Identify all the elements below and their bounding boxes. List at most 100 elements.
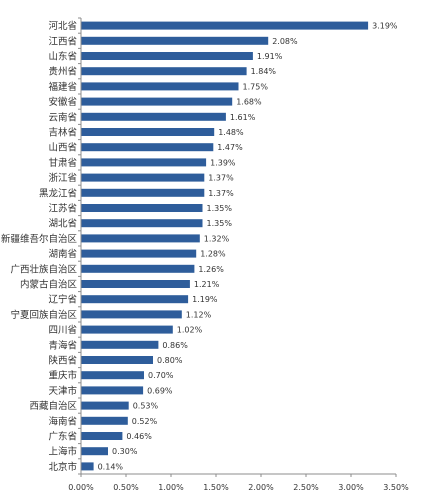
category-label: 贵州省	[48, 66, 77, 78]
value-label: 1.37%	[208, 174, 234, 183]
value-label: 0.80%	[157, 356, 183, 365]
value-label: 1.35%	[207, 204, 233, 213]
value-label: 1.12%	[186, 310, 212, 319]
category-labels-layer: 河北省江西省山东省贵州省福建省安徽省云南省吉林省山西省甘肃省浙江省黑龙江省江苏省…	[1, 20, 78, 473]
bar	[81, 219, 203, 228]
value-label: 1.68%	[236, 98, 262, 107]
value-label: 1.48%	[218, 128, 244, 137]
category-label: 河北省	[48, 20, 77, 32]
category-label: 海南省	[48, 415, 77, 427]
bar	[81, 386, 144, 395]
value-label: 0.53%	[133, 402, 159, 411]
category-label: 重庆市	[48, 370, 77, 382]
bar	[81, 280, 190, 288]
bar	[81, 432, 123, 440]
value-label: 2.08%	[272, 37, 298, 46]
value-label: 1.75%	[243, 82, 269, 91]
bar	[81, 158, 207, 167]
category-label: 上海市	[48, 446, 77, 458]
x-tick-label: 3.00%	[338, 483, 364, 492]
category-label: 江西省	[48, 35, 77, 47]
value-label: 0.46%	[126, 432, 152, 441]
value-label: 1.91%	[257, 52, 283, 61]
category-label: 广西壮族自治区	[10, 263, 77, 275]
category-label: 新疆维吾尔自治区	[1, 233, 78, 245]
category-label: 山西省	[48, 142, 77, 154]
bar	[81, 36, 269, 45]
category-label: 西藏自治区	[29, 400, 77, 412]
category-label: 安徽省	[48, 96, 77, 108]
bar	[81, 97, 233, 106]
value-label: 1.26%	[198, 265, 224, 274]
bar	[81, 264, 195, 273]
category-label: 湖南省	[48, 248, 77, 260]
category-label: 北京市	[48, 461, 77, 473]
bar	[81, 52, 253, 60]
bar	[81, 173, 205, 182]
category-label: 宁夏回族自治区	[10, 309, 77, 321]
axes-layer	[78, 17, 397, 477]
category-label: 湖北省	[48, 218, 77, 230]
x-tick-label: 1.00%	[158, 483, 184, 492]
bar	[81, 143, 214, 152]
value-label: 1.84%	[251, 67, 277, 76]
bar	[81, 112, 226, 121]
x-tick-label: 2.50%	[293, 483, 319, 492]
value-label: 1.37%	[208, 189, 234, 198]
category-label: 辽宁省	[48, 294, 77, 306]
value-label: 1.28%	[200, 250, 226, 259]
bar	[81, 325, 173, 334]
x-tick-label: 2.00%	[248, 483, 274, 492]
category-label: 内蒙古自治区	[20, 279, 78, 291]
bar	[81, 204, 203, 212]
bar	[81, 447, 108, 456]
value-label: 0.52%	[132, 417, 158, 426]
category-label: 天津市	[48, 385, 77, 397]
bars-layer	[81, 21, 369, 471]
value-label: 0.69%	[147, 386, 173, 395]
value-labels-layer: 3.19% 2.08% 1.91% 1.84% 1.75% 1.68% 1.61% 1.48%…	[98, 22, 398, 472]
category-label: 四川省	[48, 324, 77, 336]
value-label: 1.32%	[204, 234, 230, 243]
bar	[81, 128, 215, 136]
value-label: 0.14%	[98, 462, 124, 471]
x-tick-label: 0.00%	[68, 483, 94, 492]
value-label: 1.35%	[207, 219, 233, 228]
bar	[81, 21, 369, 30]
bar	[81, 462, 94, 471]
bar	[81, 371, 144, 380]
bar	[81, 401, 129, 410]
bar	[81, 234, 200, 243]
value-label: 1.02%	[177, 326, 203, 335]
bar	[81, 249, 197, 258]
value-label: 1.21%	[194, 280, 220, 289]
value-label: 1.19%	[192, 295, 218, 304]
category-label: 甘肃省	[48, 157, 77, 169]
category-label: 陕西省	[48, 355, 77, 367]
category-label: 吉林省	[48, 127, 77, 139]
category-label: 青海省	[48, 339, 77, 351]
category-label: 浙江省	[48, 172, 77, 184]
x-tick-label: 1.50%	[203, 483, 229, 492]
category-label: 广东省	[48, 431, 77, 443]
bar	[81, 188, 205, 197]
value-label: 1.47%	[217, 143, 243, 152]
bar	[81, 295, 189, 304]
bar	[81, 416, 128, 425]
category-label: 云南省	[48, 111, 77, 123]
category-label: 山东省	[48, 51, 77, 63]
bar	[81, 310, 182, 319]
bar	[81, 82, 239, 91]
x-tick-label: 0.50%	[113, 483, 139, 492]
value-label: 1.39%	[210, 158, 236, 167]
value-label: 0.70%	[148, 371, 174, 380]
bar	[81, 67, 247, 76]
value-label: 0.30%	[112, 447, 138, 456]
category-label: 福建省	[48, 81, 77, 93]
x-tick-label: 3.50%	[383, 483, 409, 492]
x-tick-labels-layer: 0.00% 0.50% 1.00% 1.50% 2.00% 2.50% 3.00% 3.50%	[68, 483, 409, 492]
category-label: 江苏省	[48, 203, 77, 215]
bar	[81, 340, 159, 349]
